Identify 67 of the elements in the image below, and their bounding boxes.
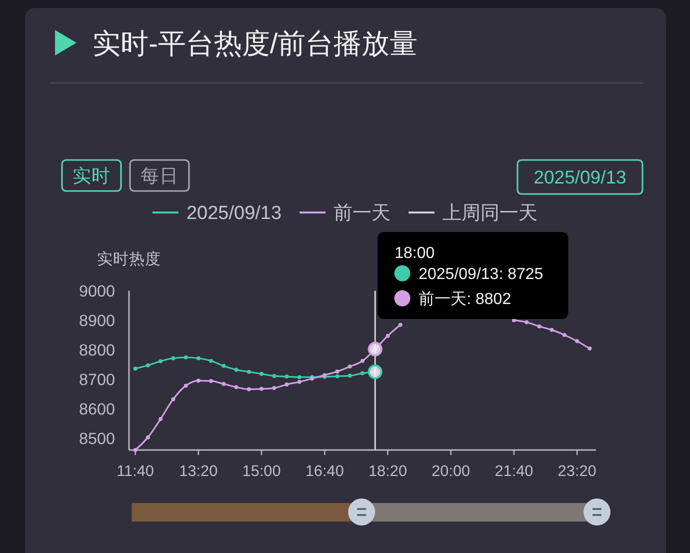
- point: [184, 384, 188, 388]
- legend-label: 前一天: [334, 203, 391, 224]
- point: [360, 371, 364, 376]
- point: [196, 378, 200, 383]
- point: [297, 380, 302, 384]
- point: [184, 355, 188, 360]
- point: [158, 417, 163, 422]
- point: [398, 322, 402, 327]
- x-tick-label: 21:40: [494, 463, 534, 480]
- point: [284, 382, 289, 387]
- y-tick-label: 8900: [78, 312, 115, 330]
- point: [348, 374, 352, 378]
- y-tick-label: 8800: [78, 342, 115, 360]
- point: [133, 448, 138, 452]
- point: [575, 339, 580, 344]
- point: [297, 375, 302, 380]
- point: [386, 334, 390, 338]
- toggle-button: 每日: [129, 159, 190, 192]
- x-tick-label: 23:20: [558, 463, 596, 480]
- point: [246, 370, 251, 374]
- point: [146, 435, 150, 440]
- point: [562, 332, 566, 337]
- point: [550, 328, 554, 332]
- point: [260, 386, 264, 391]
- chart-title: 实时-平台热度/前台播放量: [92, 28, 418, 59]
- date-picker: 2025/09/13: [516, 159, 644, 195]
- point: [196, 356, 200, 360]
- point: [234, 368, 238, 372]
- point: [335, 370, 340, 374]
- x-tick-label: 18:20: [368, 463, 407, 480]
- ref-line-label: 18:00: [394, 245, 435, 262]
- y-tick-label: 9000: [78, 282, 115, 301]
- point: [133, 366, 138, 371]
- point: [360, 358, 364, 363]
- point: [171, 356, 176, 360]
- x-tick-label: 15:00: [242, 463, 281, 480]
- tooltip: 18:00 2025/09/13: 8725 前一天: 8802: [378, 232, 568, 319]
- point: [284, 374, 289, 379]
- point: [524, 320, 529, 324]
- point: [158, 359, 163, 364]
- point: [209, 378, 214, 383]
- y-tick-label: 8600: [78, 400, 115, 419]
- y-axis-title: 实时热度: [97, 250, 161, 268]
- x-tick-label: 13:20: [179, 463, 218, 480]
- x-tick-label: 16:40: [305, 463, 344, 480]
- point: [146, 363, 150, 368]
- point: [537, 324, 542, 328]
- point: [272, 374, 276, 378]
- x-tick-label: 11:40: [116, 463, 154, 480]
- point: [348, 364, 352, 369]
- point: [260, 372, 264, 376]
- point: [588, 346, 592, 351]
- point: [222, 382, 226, 386]
- y-tick-label: 8500: [78, 430, 115, 448]
- y-tick-label: 8700: [78, 371, 115, 390]
- legend-label: 2025/09/13: [186, 203, 282, 224]
- point: [209, 358, 214, 363]
- point: [234, 385, 238, 390]
- annotation: 前一天: 8802: [418, 290, 512, 308]
- point: [246, 387, 251, 392]
- point: [272, 386, 276, 390]
- toggle-button: 实时: [61, 159, 122, 192]
- point: [171, 397, 176, 402]
- legend-label: 上周同一天: [442, 203, 538, 224]
- point: [222, 364, 226, 368]
- point: [335, 374, 340, 378]
- x-tick-label: 20:00: [432, 463, 470, 480]
